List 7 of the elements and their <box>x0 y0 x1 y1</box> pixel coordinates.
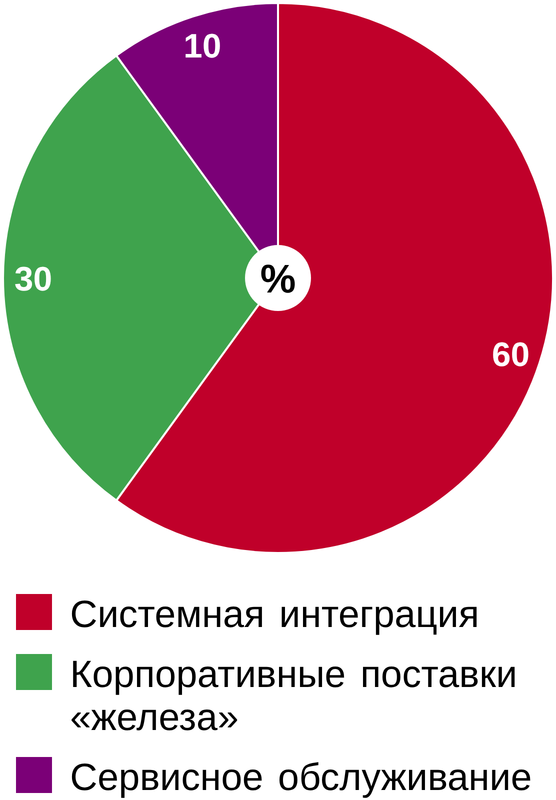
data-label: 30 <box>14 260 52 298</box>
legend-label: Корпоративные поставки «железа» <box>70 654 518 739</box>
data-label: 10 <box>183 27 222 66</box>
legend-label: Сервисное обслуживание <box>70 757 532 799</box>
text: % <box>260 257 296 302</box>
legend-label: Системная интеграция <box>70 594 480 636</box>
data-label: 60 <box>492 336 530 374</box>
